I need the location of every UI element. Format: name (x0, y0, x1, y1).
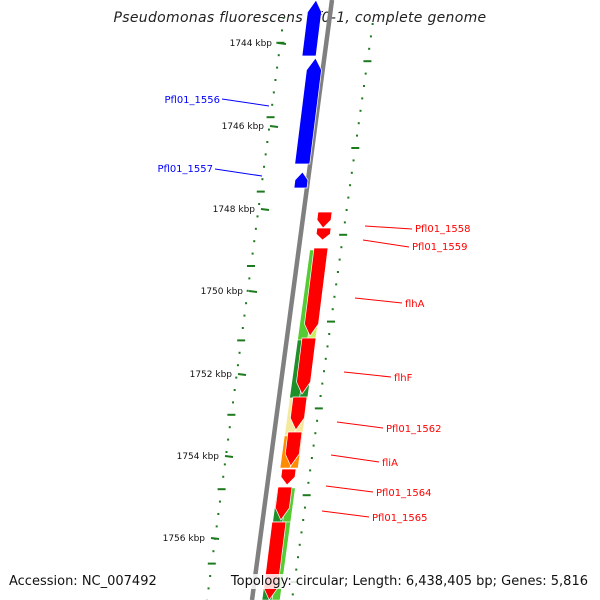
gene-label: Pfl01_1564 (376, 488, 432, 499)
leader-line (336, 421, 384, 429)
ruler-major-tick (277, 42, 287, 45)
leader-line (343, 371, 392, 378)
gene-labels: Pfl01_1556 Pfl01_1557 Pfl01_1558 Pfl01_1559… (157, 95, 470, 524)
forward-gene (280, 468, 297, 486)
map-title: Pseudomonas fluorescens Pf0-1, complete … (113, 10, 487, 26)
ruler-labels: 1744 kbp 1746 kbp 1748 kbp 1750 kbp 1752 kbp… (163, 39, 287, 544)
leader-line (362, 239, 410, 248)
genome-summary-text: Topology: circular; Length: 6,438,405 bp… (228, 574, 590, 589)
reverse-gene (301, 0, 322, 57)
leader-line (330, 454, 380, 463)
gene-label: flhA (405, 299, 425, 310)
inner-tick-marks (205, 17, 285, 600)
ruler-label: 1748 kbp (213, 205, 256, 215)
ruler-major-tick (237, 373, 247, 376)
leader-line (214, 168, 263, 177)
ruler-major-tick (224, 455, 234, 458)
leader-line (321, 510, 370, 518)
forward-gene (304, 247, 329, 337)
gene-label: Pfl01_1557 (157, 164, 213, 175)
ruler-label: 1756 kbp (163, 534, 206, 544)
forward-gene (315, 227, 332, 241)
ruler-label: 1750 kbp (201, 287, 244, 297)
forward-gene (316, 211, 333, 229)
reverse-gene (294, 57, 322, 165)
ruler-label: 1752 kbp (190, 370, 233, 380)
reverse-gene (293, 171, 309, 189)
genome-backbone (249, 0, 335, 600)
leader-line (325, 485, 374, 493)
ruler-label: 1754 kbp (177, 452, 220, 462)
forward-gene (275, 486, 293, 521)
forward-gene (290, 396, 308, 431)
ruler-major-tick (248, 290, 258, 293)
accession-text: Accession: NC_007492 (9, 574, 157, 589)
gene-label: flhF (394, 373, 413, 384)
ruler-major-tick (269, 125, 279, 128)
outer-tick-marks (290, 23, 374, 596)
reverse-strand-genes (293, 0, 322, 189)
ruler-label: 1744 kbp (230, 39, 273, 49)
forward-gene (296, 337, 317, 395)
forward-strand-genes (263, 211, 333, 600)
leader-line (221, 98, 270, 107)
gene-label: Pfl01_1558 (415, 224, 471, 235)
leader-line (354, 297, 403, 304)
forward-gene (284, 431, 303, 467)
ruler-major-tick (210, 537, 220, 540)
gene-label: Pfl01_1565 (372, 513, 428, 524)
ruler-label: 1746 kbp (222, 122, 265, 132)
gene-label: fliA (382, 458, 398, 469)
gene-label: Pfl01_1556 (164, 95, 220, 106)
gene-label: Pfl01_1559 (412, 242, 468, 253)
leader-line (364, 225, 413, 230)
ruler-major-tick (260, 208, 270, 211)
gene-label: Pfl01_1562 (386, 424, 442, 435)
